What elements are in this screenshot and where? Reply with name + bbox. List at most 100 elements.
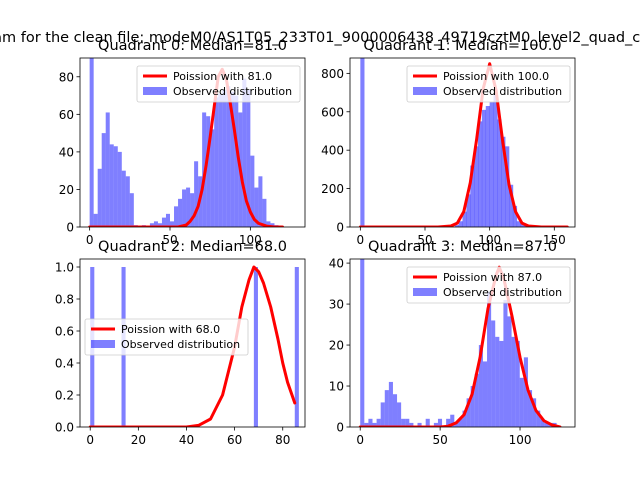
histogram-bar bbox=[519, 377, 524, 427]
histogram-bar bbox=[417, 422, 422, 427]
histogram-bar bbox=[174, 206, 179, 227]
histogram-bar bbox=[425, 418, 430, 427]
y-tick-label: 200 bbox=[321, 182, 344, 196]
x-tick-label: 0 bbox=[357, 233, 365, 247]
histogram-bar bbox=[478, 121, 483, 227]
histogram-bar bbox=[109, 144, 114, 227]
histogram-bar bbox=[214, 97, 219, 227]
histogram-bar bbox=[397, 402, 402, 427]
histogram-bar bbox=[182, 189, 187, 227]
histogram-bar bbox=[190, 193, 195, 227]
legend-label-observed: Observed distribution bbox=[173, 85, 292, 98]
histogram-bar bbox=[446, 418, 451, 427]
histogram-bar bbox=[360, 259, 365, 427]
legend-bar-swatch bbox=[91, 340, 115, 348]
x-tick-label: 0 bbox=[356, 433, 364, 447]
x-tick-label: 50 bbox=[162, 233, 177, 247]
histogram-bar bbox=[149, 223, 154, 227]
subplot-quadrant-3: Quadrant 3: Median=87.0 0 50 100 0 10 20 30 40 Po… bbox=[329, 239, 576, 447]
subplot-quadrant-0: Quadrant 0: Median=81.0 0 50 100 0 20 40 60 80 Po… bbox=[59, 38, 306, 247]
y-tick-label: 0.0 bbox=[55, 421, 74, 435]
subplot-title: Quadrant 1: Median=100.0 bbox=[363, 38, 561, 54]
histogram-bar bbox=[380, 402, 385, 427]
histogram-bar bbox=[242, 78, 247, 227]
histogram-bar bbox=[113, 146, 118, 227]
axes-frame bbox=[79, 57, 306, 228]
histogram-bar bbox=[485, 106, 490, 227]
histogram-bar bbox=[493, 94, 498, 227]
y-tick-label: 0.6 bbox=[55, 325, 74, 339]
histogram-bar bbox=[516, 221, 521, 227]
axes-frame bbox=[349, 57, 576, 228]
x-tick-label: 100 bbox=[478, 233, 501, 247]
y-tick-label: 600 bbox=[321, 105, 344, 119]
poisson-curve bbox=[358, 265, 562, 427]
y-tick-label: 10 bbox=[329, 380, 344, 394]
histogram-bar bbox=[384, 390, 389, 427]
y-tick-label: 0.8 bbox=[55, 293, 74, 307]
histogram-bar bbox=[405, 418, 410, 427]
histogram-bar bbox=[222, 89, 227, 227]
histogram-bar bbox=[230, 91, 235, 227]
histogram-bar bbox=[294, 267, 299, 427]
y-tick-label: 0.2 bbox=[55, 389, 74, 403]
legend: Poission with 68.0 Observed distribution bbox=[84, 318, 249, 356]
histogram-bar bbox=[210, 129, 215, 227]
poisson-curve bbox=[358, 62, 569, 227]
legend: Poission with 87.0 Observed distribution bbox=[406, 266, 571, 304]
legend-box bbox=[84, 318, 249, 356]
histogram-bar bbox=[170, 221, 175, 227]
histogram-bar bbox=[101, 133, 106, 227]
histogram-bar bbox=[409, 422, 414, 427]
y-tick-label: 60 bbox=[59, 108, 74, 122]
histogram-bar bbox=[509, 184, 514, 227]
subplot-title: Quadrant 0: Median=81.0 bbox=[98, 38, 287, 54]
histogram-bar bbox=[507, 316, 512, 427]
histogram-bar bbox=[266, 221, 271, 227]
histogram-bar bbox=[97, 168, 102, 227]
y-tick-label: 0 bbox=[336, 221, 344, 235]
histogram-bar bbox=[470, 386, 475, 427]
histogram-bar bbox=[470, 165, 475, 227]
histogram-bar bbox=[482, 361, 488, 427]
histogram-bar bbox=[458, 418, 463, 427]
histogram-bar bbox=[93, 213, 98, 227]
histogram-bar bbox=[153, 221, 158, 227]
histogram-bar bbox=[536, 410, 541, 427]
histogram-bar bbox=[532, 398, 537, 427]
x-tick-label: 50 bbox=[432, 433, 447, 447]
y-tick-label: 400 bbox=[321, 144, 344, 158]
plot-area bbox=[358, 259, 562, 427]
axes-frame bbox=[349, 258, 576, 428]
legend: Poission with 81.0 Observed distribution bbox=[136, 65, 301, 103]
histogram-bar bbox=[478, 345, 483, 427]
x-tick-label: 150 bbox=[543, 233, 566, 247]
histogram-bar bbox=[505, 146, 510, 227]
legend-label-observed: Observed distribution bbox=[121, 338, 240, 351]
histogram-bar bbox=[258, 176, 263, 227]
histogram-bar bbox=[481, 109, 487, 227]
histogram-bar bbox=[450, 414, 455, 427]
histogram-bar bbox=[165, 213, 170, 227]
histogram-bar bbox=[474, 146, 479, 227]
histogram-bar bbox=[246, 89, 251, 227]
legend: Poission with 100.0 Observed distribution bbox=[406, 65, 571, 103]
histogram-bar bbox=[433, 422, 438, 427]
y-tick-label: 1.0 bbox=[55, 261, 74, 275]
histogram-bar bbox=[117, 151, 122, 227]
histogram-bar bbox=[161, 217, 166, 227]
histogram-bar bbox=[360, 58, 365, 227]
histogram-bar bbox=[250, 155, 255, 227]
histogram-bar bbox=[527, 390, 533, 427]
histogram-bar bbox=[511, 336, 516, 427]
histogram-bar bbox=[121, 170, 126, 227]
poisson-curve bbox=[88, 67, 284, 227]
y-tick-label: 0.4 bbox=[55, 357, 74, 371]
histogram-bar bbox=[458, 221, 463, 227]
plot-area bbox=[358, 58, 569, 227]
legend-label-poisson: Poission with 100.0 bbox=[443, 70, 549, 83]
legend-label-observed: Observed distribution bbox=[443, 85, 562, 98]
histogram-bar bbox=[401, 418, 406, 427]
histogram-bar bbox=[462, 211, 467, 227]
histogram-bar bbox=[364, 422, 369, 427]
